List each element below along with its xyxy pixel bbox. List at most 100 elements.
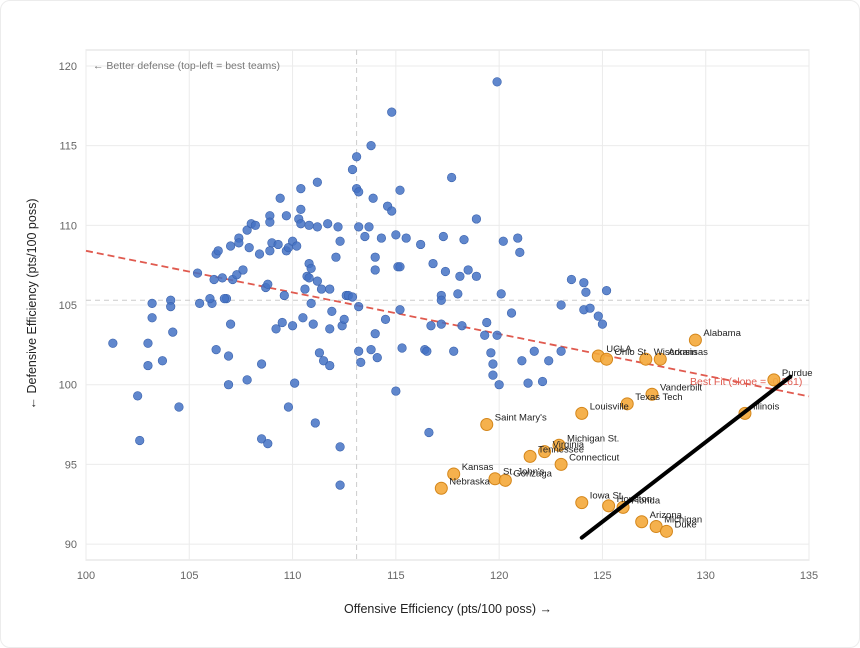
scatter-point [254, 249, 265, 259]
scatter-point [347, 164, 358, 175]
scatter-point [372, 352, 382, 363]
scatter-point [506, 308, 517, 318]
scatter-point [488, 370, 498, 380]
y-tick-label: 105 [59, 300, 77, 312]
scatter-point [581, 287, 591, 297]
scatter-point [325, 360, 335, 371]
scatter-point [314, 348, 325, 358]
scatter-point [232, 270, 242, 280]
scatter-point [306, 263, 316, 273]
scatter-point [370, 265, 380, 275]
scatter-point [339, 314, 349, 324]
scatter-point [471, 214, 482, 224]
x-axis-title: Offensive Efficiency (pts/100 poss) → [344, 602, 552, 616]
highlighted-point [645, 387, 659, 401]
scatter-point [234, 238, 244, 248]
scatter-point [296, 184, 306, 194]
scatter-point [380, 314, 391, 324]
scatter-point [556, 300, 566, 310]
scatter-point [335, 236, 345, 246]
scatter-point [244, 243, 254, 253]
scatter-point [223, 380, 234, 390]
scatter-point [273, 239, 283, 250]
scatter-point [463, 265, 473, 275]
team-label: Connecticut [569, 452, 620, 463]
scatter-point [304, 273, 314, 283]
scatter-point [223, 351, 234, 361]
scatter-point [494, 380, 504, 390]
highlighted-point [554, 457, 568, 471]
scatter-point [387, 107, 397, 117]
highlighted-point [552, 438, 566, 452]
team-label: Texas Tech [635, 392, 682, 403]
scatter-point [335, 442, 345, 452]
scatter-point [486, 348, 496, 358]
scatter-point [471, 271, 482, 281]
scatter-point [593, 311, 603, 321]
team-label: Arkansas [668, 347, 708, 358]
scatter-point [360, 231, 370, 242]
team-label: Florida [631, 495, 661, 506]
scatter-point [287, 321, 298, 331]
team-label: Wisconsin [654, 347, 697, 358]
highlighted-point [523, 449, 537, 463]
highlighted-point [620, 397, 634, 411]
axis-ticks: 100 105 110 115 120 125 130 135 90 95 100 105 110 115… [59, 61, 819, 582]
scatter-point [277, 317, 287, 328]
highlighted-point [538, 445, 552, 459]
scatter-point [133, 391, 143, 401]
x-tick-label: 120 [490, 570, 508, 582]
highlighted-point [653, 352, 667, 366]
scatter-point [143, 338, 153, 348]
scatter-point [296, 204, 306, 214]
scatter-point [219, 294, 230, 304]
annotation-note: ← Better defense (top-left = best teams) [93, 60, 280, 72]
scatter-point [496, 289, 506, 299]
scatter-point [395, 185, 405, 195]
scatter-point [166, 301, 176, 312]
x-tick-label: 105 [180, 570, 198, 582]
team-label: Iowa St. [590, 491, 624, 502]
scatter-point [211, 345, 221, 355]
scatter-point [318, 356, 329, 366]
scatter-point [308, 319, 318, 329]
scatter-point [310, 418, 320, 428]
scatter-point [306, 298, 316, 309]
team-label: Kansas [462, 462, 494, 473]
scatter-point [424, 427, 434, 438]
scatter-point [205, 294, 215, 304]
scatter-point [354, 301, 364, 312]
highlighted-point [602, 499, 616, 513]
scatter-point [312, 177, 322, 187]
scatter-point [416, 239, 426, 250]
scatter-point [585, 303, 595, 313]
scatter-point [459, 235, 469, 245]
scatter-point [242, 225, 252, 235]
x-tick-label: 135 [800, 570, 818, 582]
scatter-point [370, 252, 380, 262]
scatter-point [263, 439, 273, 449]
best-fit-line [85, 249, 810, 398]
scatter-point [401, 233, 411, 243]
scatter-point [292, 241, 302, 251]
scatter-point [354, 346, 364, 356]
scatter-point [143, 360, 153, 371]
scatter-point [290, 378, 300, 388]
team-label: Michigan [664, 515, 702, 526]
scatter-point [376, 233, 386, 243]
scatter-point [195, 298, 205, 309]
scatter-point [331, 252, 341, 262]
scatter-point [271, 324, 281, 334]
scatter-point [327, 306, 337, 316]
scatter-point [422, 346, 432, 356]
scatter-point [312, 222, 322, 232]
scatter-point [597, 319, 608, 329]
scatter-point [455, 271, 465, 281]
scatter-point [323, 219, 333, 229]
scatter-point [296, 219, 306, 229]
y-tick-label: 100 [59, 380, 77, 392]
scatter-point [513, 233, 523, 243]
scatter-point [281, 211, 291, 221]
scatter-point [395, 305, 405, 315]
